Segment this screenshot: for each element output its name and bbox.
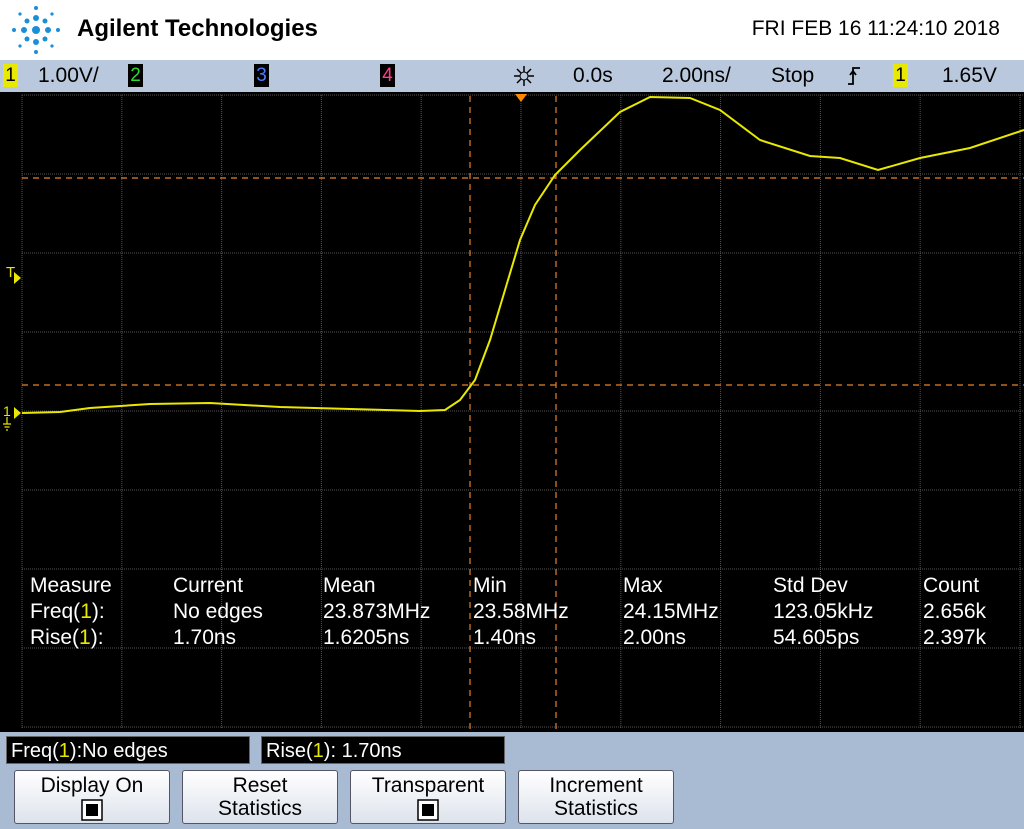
graticule: [3, 94, 1024, 732]
softkey-label: Display On: [40, 774, 144, 797]
checkbox: [81, 799, 103, 821]
column-header: Measure: [30, 574, 112, 597]
row-label: Rise(1):: [30, 626, 104, 650]
trigger-source-badge: 1: [893, 64, 908, 87]
measurement-value: 1.40ns: [473, 626, 537, 649]
readout-channel: 1: [58, 740, 70, 762]
waveform-screen: T 1 Measure Current Mean Min Max Std Dev Count…: [0, 92, 1024, 732]
column-header: Mean: [323, 574, 376, 597]
measurement-value: 123.05kHz: [773, 600, 874, 623]
row-label-part: ):: [90, 626, 104, 649]
channel-3-badge: 3: [254, 64, 269, 87]
column-header: Max: [623, 574, 663, 597]
row-label-part: ):: [91, 600, 105, 623]
row-label: Freq(1):: [30, 600, 105, 624]
softkey-label: Reset: [232, 774, 288, 797]
bottom-panel: Freq(1):No edges Rise(1): 1.70ns Display…: [0, 732, 1024, 829]
row-label-part: 1: [79, 626, 91, 649]
readout-text: ):No edges: [69, 740, 168, 762]
readout-text: Rise(: [266, 740, 313, 762]
trigger-marker-label: T: [6, 264, 16, 281]
softkey[interactable]: Display On: [14, 770, 170, 824]
measurement-value: 2.397k: [923, 626, 987, 649]
rise-readout: Rise(1): 1.70ns: [261, 736, 505, 764]
channel-ground-marker: [14, 407, 21, 419]
time-offset: 0.0s: [573, 64, 613, 87]
waveform-trace: [21, 95, 1024, 414]
freq-readout: Freq(1):No edges: [6, 736, 250, 764]
softkey-label: Statistics: [553, 797, 639, 820]
row-label-part: Freq(: [30, 600, 81, 623]
datetime: FRI FEB 16 11:24:10 2018: [751, 17, 1000, 40]
measurement-table: Measure Current Mean Min Max Std Dev Count Freq…: [0, 574, 1024, 664]
column-header: Current: [173, 574, 244, 597]
column-header: Min: [473, 574, 507, 597]
measurement-value: 1.70ns: [173, 626, 237, 649]
measurement-value: 2.656k: [923, 600, 987, 623]
softkey[interactable]: Transparent: [350, 770, 506, 824]
column-header: Std Dev: [773, 574, 848, 597]
brand-title: Agilent Technologies: [77, 15, 318, 42]
softkey-label: Transparent: [371, 774, 485, 797]
channel-4-badge: 4: [380, 64, 395, 87]
column-header: Count: [923, 574, 980, 597]
channel-2-badge: 2: [128, 64, 143, 87]
measurement-value: 1.6205ns: [323, 626, 410, 649]
channel-1-scale: 1.00V/: [38, 64, 99, 87]
logo: [12, 6, 60, 54]
header: Agilent Technologies FRI FEB 16 11:24:10…: [0, 0, 1024, 60]
trigger-position-marker: [515, 94, 527, 102]
readout-text: ): 1.70ns: [323, 740, 402, 762]
channel-1-badge: 1: [3, 64, 18, 87]
measurement-value: 2.00ns: [623, 626, 687, 649]
readout-text: Freq(: [11, 740, 59, 762]
run-state: Stop: [771, 64, 815, 87]
trigger-level-marker: [14, 272, 21, 284]
status-bar: 1 1.00V/ 2 3 4 0.0s 2.00ns/ Stop 1 1.65V: [0, 60, 1024, 92]
readout-channel: 1: [312, 740, 324, 762]
acquire-icon: [514, 66, 534, 86]
measurement-value: 54.605ps: [773, 626, 860, 649]
row-label-part: Rise(: [30, 626, 80, 649]
measurement-value: No edges: [173, 600, 263, 623]
trigger-edge-icon: [848, 67, 860, 85]
row-label-part: 1: [80, 600, 92, 623]
measurement-value: 24.15MHz: [623, 600, 719, 623]
softkey[interactable]: Reset Statistics: [182, 770, 338, 824]
time-scale: 2.00ns/: [662, 64, 731, 87]
softkey-label: Statistics: [217, 797, 303, 820]
softkey[interactable]: Increment Statistics: [518, 770, 674, 824]
trigger-level: 1.65V: [942, 64, 997, 87]
checkbox: [417, 799, 439, 821]
ground-symbol: [3, 417, 11, 431]
softkey-label: Increment: [549, 774, 643, 797]
channel-marker-label: 1: [3, 403, 11, 419]
measurement-value: 23.873MHz: [323, 600, 431, 623]
measurement-value: 23.58MHz: [473, 600, 569, 623]
